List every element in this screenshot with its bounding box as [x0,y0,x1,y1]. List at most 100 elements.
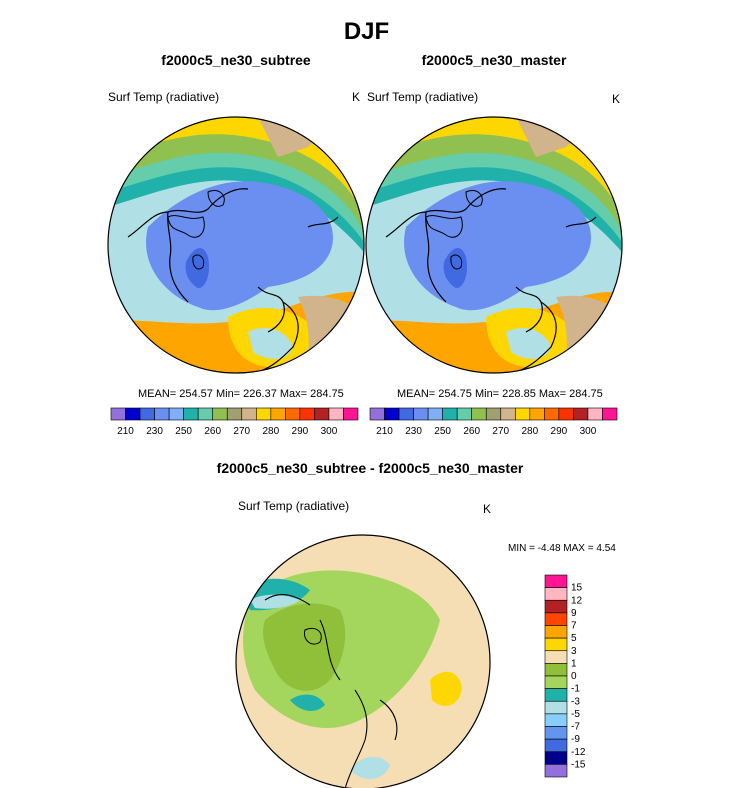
panel-1-colorbar-label: 270 [233,426,250,437]
panel-2-colorbar-label: 210 [376,426,393,437]
panel-1-colorbar-label: 250 [175,426,192,437]
panel-3-colorbar-label: 12 [571,595,583,606]
panel-3-colorbar-swatch [544,764,568,778]
panel-3-colorbar-label: 1 [571,658,577,669]
panel-3-colorbar-swatch [544,663,568,677]
panel-2-colorbar-swatch [485,407,502,421]
panel-3-colorbar-label: 15 [571,583,583,594]
panel-1-title: f2000c5_ne30_subtree [161,52,311,68]
panel-2-colorbar-label: 280 [521,426,538,437]
panel-2-colorbar-label: 270 [492,426,509,437]
panel-1-colorbar-swatch [125,407,141,421]
panel-1-units: K [352,90,361,104]
panel-3-colorbar-swatch [544,700,568,715]
panel-1-colorbar-label: 280 [262,426,279,437]
panel-2-colorbar-label: 290 [551,426,568,437]
panel-1-colorbar-label: 260 [204,426,221,437]
panel-3-colorbar-label: 7 [571,621,577,632]
panel-2-colorbar: 210 230 250 260 270 280 290 300 [369,407,618,437]
panel-1-colorbar-swatch [328,407,344,421]
panel-2-colorbar-label: 230 [405,426,422,437]
panel-3-colorbar-swatch [544,612,568,626]
panel-3-map [236,535,490,788]
panel-2-colorbar-label: 260 [463,426,480,437]
panel-2-title: f2000c5_ne30_master [421,52,567,68]
panel-2-stats: MEAN= 254.75 Min= 228.85 Max= 284.75 [397,388,603,400]
panel-1-colorbar-swatch [139,407,155,421]
panel-2-colorbar-swatch [427,407,443,421]
panel-1-colorbar-swatch [168,407,184,421]
panel-3-title: f2000c5_ne30_subtree - f2000c5_ne30_mast… [216,460,524,476]
panel-1-colorbar-label: 290 [292,426,309,437]
panel-2-colorbar-swatch [413,407,429,421]
panel-2-colorbar-swatch [529,407,545,421]
panel-3-colorbar-swatch [544,738,568,753]
panel-3-colorbar-swatch [544,625,568,639]
panel-1-colorbar-swatch [299,407,315,421]
panel-1-colorbar-swatch [212,407,228,421]
panel-3-colorbar-swatch [544,713,568,727]
panel-1-colorbar-swatch [183,407,199,421]
panel-1-map [108,117,364,373]
panel-3-colorbar-label: -1 [571,684,580,695]
panel-2-colorbar-swatch [456,407,473,421]
panel-2-colorbar-swatch [587,407,603,421]
panel-3-colorbar-swatch [544,751,568,765]
panel-3-colorbar-swatch [544,587,568,601]
panel-3-colorbar-label: -3 [571,696,580,707]
panel-2-colorbar-label: 250 [434,426,451,437]
panel-2-colorbar-swatch [442,407,458,421]
panel-3-colorbar-swatch [544,599,568,614]
panel-2-colorbar-swatch [602,407,618,421]
panel-3-colorbar-swatch [544,637,568,652]
panel-3-colorbar-swatch [544,650,568,664]
panel-2-colorbar-swatch [573,407,589,421]
panel-3-colorbar-label: -15 [571,759,586,770]
panel-2-colorbar-swatch [544,407,560,421]
panel-3-colorbar-label: 0 [571,671,577,682]
panel-1-colorbar-swatch [241,407,257,421]
panel-1-colorbar-label: 230 [146,426,163,437]
panel-3-colorbar-label: 3 [571,646,577,657]
panel-3-stats: MIN = -4.48 MAX = 4.54 [508,543,616,554]
panel-1-colorbar-swatch [343,407,359,421]
panel-1-colorbar-label: 300 [321,426,338,437]
panel-2-colorbar-label: 300 [580,426,597,437]
panel-1-colorbar-label: 210 [117,426,134,437]
panel-3-colorbar-swatch [544,675,568,689]
panel-3-units: K [483,502,492,516]
panel-1-colorbar-swatch [285,407,301,421]
panel-2-colorbar-swatch [384,407,400,421]
panel-1-colorbar: 210 230 250 260 270 280 290 300 [110,407,359,437]
panel-1-colorbar-swatch [226,407,243,421]
panel-2-colorbar-swatch [471,407,487,421]
panel-2-units: K [612,92,621,106]
panel-3-colorbar-label: 9 [571,608,577,619]
panel-2-map [366,117,622,373]
panel-1-colorbar-swatch [154,407,170,421]
panel-1-colorbar-swatch [270,407,286,421]
panel-3-colorbar-swatch [544,688,568,702]
panel-1-colorbar-swatch [110,407,126,421]
panel-1-colorbar-swatch [197,407,214,421]
panel-3-colorbar-label: -5 [571,709,580,720]
panel-1-stats: MEAN= 254.57 Min= 226.37 Max= 284.75 [138,388,344,400]
panel-1-colorbar-swatch [255,407,272,421]
panel-2-colorbar-swatch [514,407,531,421]
panel-3-colorbar-label: -9 [571,734,580,745]
panel-3-colorbar-swatch [544,574,568,588]
panel-3-colorbar-label: 5 [571,633,577,644]
panel-1-variable: Surf Temp (radiative) [108,90,220,104]
panel-1-colorbar-swatch [314,407,330,421]
panel-3-colorbar-label: -12 [571,747,586,758]
panel-2-colorbar-swatch [369,407,385,421]
panel-2-colorbar-swatch [500,407,516,421]
panel-2-colorbar-swatch [558,407,574,421]
figure-title: DJF [343,18,390,45]
panel-2-variable: Surf Temp (radiative) [367,90,479,104]
panel-3-variable: Surf Temp (radiative) [238,499,350,513]
panel-2-colorbar-swatch [398,407,414,421]
panel-3-colorbar-label: -7 [571,722,580,733]
